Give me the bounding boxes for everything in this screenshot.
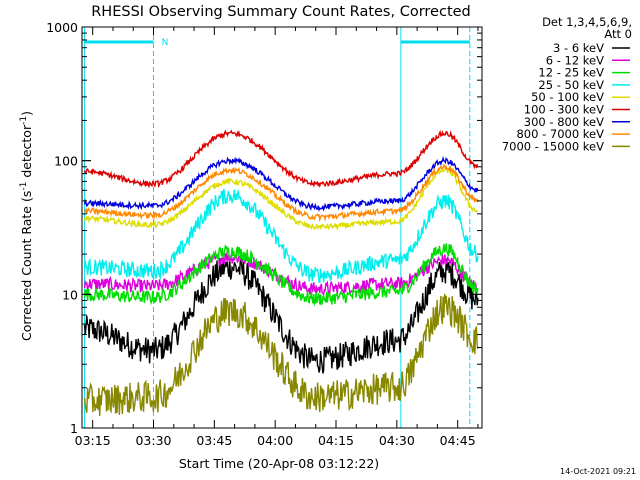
series-line-5 (83, 129, 478, 189)
y-tick-label: 1000 (46, 20, 78, 35)
legend-label-4: 50 - 100 keV (531, 90, 604, 104)
y-axis-label-mid: detector (19, 124, 34, 182)
x-tick-label: 04:15 (318, 433, 354, 448)
timestamp: 14-Oct-2021 09:21 (560, 467, 636, 476)
legend-label-3: 25 - 50 keV (538, 78, 604, 92)
legend-label-2: 12 - 25 keV (538, 66, 604, 80)
y-axis-label-main: Corrected Count Rate (s (19, 191, 34, 341)
y-axis-label-sup1: -1 (19, 182, 29, 191)
y-tick-label: 100 (54, 154, 78, 169)
observation-markers: N (84, 27, 471, 428)
x-tick-labels: 03:15 03:30 03:45 04:00 04:15 04:30 04:45 (75, 433, 476, 448)
series-line-0 (83, 257, 479, 374)
series-line-2 (83, 243, 479, 307)
series-line-4 (83, 166, 479, 231)
y-tick-labels: 1 10 100 1000 (46, 20, 78, 436)
chart-title: RHESSI Observing Summary Count Rates, Co… (91, 4, 471, 20)
series-line-6 (83, 155, 479, 212)
legend-header-2: Att 0 (604, 27, 632, 41)
plot-frame (81, 26, 483, 429)
series-line-8 (83, 293, 479, 417)
x-tick-label: 04:30 (379, 433, 415, 448)
series-line-3 (83, 188, 479, 284)
legend-label-8: 7000 - 15000 keV (502, 139, 604, 153)
legend-header-1: Det 1,3,4,5,6,9, (542, 15, 632, 29)
x-tick-label: 03:15 (75, 433, 111, 448)
x-tick-label: 04:00 (257, 433, 293, 448)
x-tick-label: 04:45 (440, 433, 476, 448)
legend-label-7: 800 - 7000 keV (516, 127, 604, 141)
x-tick-label: 03:45 (196, 433, 232, 448)
legend-label-5: 100 - 300 keV (524, 103, 604, 117)
y-axis-label-sup2: -1 (19, 116, 29, 125)
legend-label-0: 3 - 6 keV (553, 41, 604, 55)
y-axis-label: Corrected Count Rate (s-1 detector-1) (19, 111, 34, 341)
axes (81, 26, 483, 429)
y-tick-label: 10 (62, 287, 78, 302)
legend-label-1: 6 - 12 keV (546, 53, 604, 67)
legend-label-6: 300 - 800 keV (524, 115, 604, 129)
series-lines (83, 129, 479, 417)
series-line-7 (84, 163, 479, 223)
marker-label: N (162, 38, 169, 48)
x-axis-label: Start Time (20-Apr-08 03:12:22) (179, 456, 379, 471)
y-axis-label-end: ) (19, 111, 34, 116)
y-tick-label: 1 (70, 421, 78, 436)
x-tick-label: 03:30 (135, 433, 171, 448)
